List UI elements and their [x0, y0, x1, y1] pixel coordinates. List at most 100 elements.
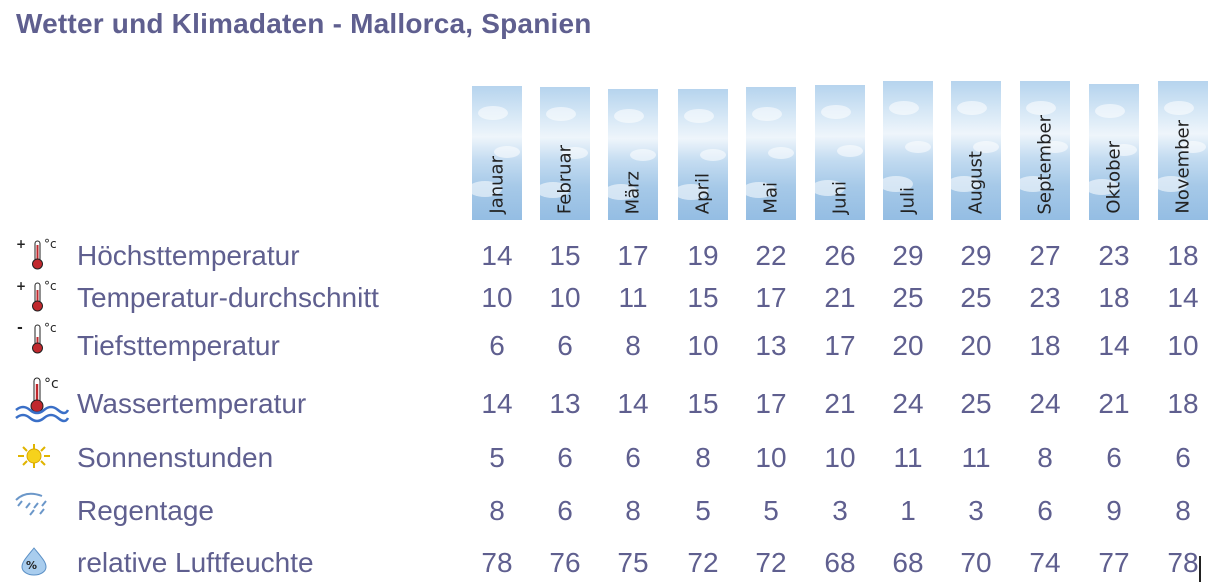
- table-cell: 11: [961, 442, 991, 473]
- table-cell: 23: [1029, 282, 1061, 313]
- table-cell: 8: [1037, 442, 1053, 473]
- table-cell: 6: [1106, 442, 1122, 473]
- month-label: September: [1034, 114, 1056, 215]
- table-cell: 10: [549, 282, 581, 313]
- humidity-icon: %: [21, 547, 47, 576]
- month-header: Juli: [883, 81, 933, 220]
- table-cell: 11: [893, 442, 923, 473]
- svg-text:°c: °c: [44, 279, 57, 293]
- rain-icon: [15, 492, 47, 516]
- table-cell: 13: [549, 388, 581, 419]
- table-cell: 3: [832, 495, 848, 526]
- svg-text:+: +: [16, 279, 26, 293]
- thermometer-min-icon: - °c: [17, 320, 57, 354]
- svg-text:°c: °c: [44, 376, 59, 392]
- table-cell: 29: [960, 240, 992, 271]
- month-header: August: [951, 81, 1001, 220]
- month-label: März: [622, 170, 644, 214]
- table-cell: 78: [481, 547, 513, 578]
- table-cell: 5: [695, 495, 711, 526]
- month-header: Mai: [746, 87, 796, 220]
- table-cell: 14: [481, 388, 513, 419]
- table-cell: 75: [617, 547, 649, 578]
- month-header: Januar: [472, 86, 522, 220]
- table-cell: 14: [1098, 330, 1130, 361]
- month-label: November: [1172, 120, 1194, 214]
- table-cell: 1: [900, 495, 916, 526]
- table-cell: 14: [1167, 282, 1199, 313]
- month-header: März: [608, 89, 658, 220]
- svg-text:%: %: [26, 559, 37, 572]
- row-label: Regentage: [77, 495, 215, 526]
- table-cell: 5: [489, 442, 505, 473]
- table-cell: 21: [824, 282, 856, 313]
- row-label: relative Luftfeuchte: [77, 547, 314, 578]
- table-cell: 8: [625, 495, 641, 526]
- table-cell: 18: [1167, 240, 1199, 271]
- row-label: Tiefsttemperatur: [77, 330, 280, 361]
- table-cell: 8: [489, 495, 505, 526]
- table-cell: 8: [625, 330, 641, 361]
- table-cell: 8: [695, 442, 711, 473]
- table-cell: 77: [1098, 547, 1130, 578]
- table-cell: 6: [625, 442, 641, 473]
- water-temperature-icon: °c: [15, 376, 70, 423]
- table-cell: 25: [960, 282, 992, 313]
- table-cell: 6: [557, 330, 573, 361]
- row-label: Höchsttemperatur: [77, 240, 300, 271]
- month-label: Januar: [486, 156, 508, 214]
- month-label: April: [692, 172, 714, 214]
- row-label: Wassertemperatur: [77, 388, 307, 419]
- table-cell: 6: [1175, 442, 1191, 473]
- table-cell: 72: [687, 547, 719, 578]
- month-label: Mai: [760, 182, 782, 214]
- table-cell: 27: [1029, 240, 1061, 271]
- month-header: Juni: [815, 85, 865, 220]
- table-cell: 6: [1037, 495, 1053, 526]
- text-cursor: [1199, 556, 1201, 582]
- table-cell: 14: [481, 240, 513, 271]
- table-cell: 3: [968, 495, 984, 526]
- table-cell: 6: [557, 442, 573, 473]
- table-cell: 8: [1175, 495, 1191, 526]
- table-cell: 29: [892, 240, 924, 271]
- svg-text:+: +: [16, 237, 26, 251]
- month-header: April: [678, 89, 728, 220]
- table-cell: 68: [824, 547, 856, 578]
- month-header: Oktober: [1089, 84, 1139, 220]
- month-header: November: [1158, 81, 1208, 220]
- table-cell: 15: [687, 282, 719, 313]
- table-cell: 25: [892, 282, 924, 313]
- table-cell: 19: [687, 240, 719, 271]
- svg-text:-: -: [17, 320, 23, 336]
- month-label: Juni: [829, 180, 851, 214]
- svg-text:°c: °c: [44, 237, 57, 251]
- table-cell: 74: [1029, 547, 1061, 578]
- table-cell: 20: [960, 330, 992, 361]
- table-cell: 6: [557, 495, 573, 526]
- table-cell: 10: [1167, 330, 1199, 361]
- table-cell: 26: [824, 240, 856, 271]
- table-cell: 9: [1106, 495, 1122, 526]
- table-cell: 18: [1167, 388, 1199, 419]
- table-cell: 17: [755, 388, 787, 419]
- table-cell: 76: [549, 547, 581, 578]
- table-cell: 17: [617, 240, 649, 271]
- thermometer-avg-icon: + °c: [16, 279, 57, 312]
- month-label: Oktober: [1103, 141, 1125, 214]
- month-header: Februar: [540, 87, 590, 220]
- table-cell: 13: [755, 330, 787, 361]
- table-cell: 10: [687, 330, 719, 361]
- table-cell: 10: [481, 282, 513, 313]
- svg-text:°c: °c: [44, 321, 57, 335]
- table-cell: 6: [489, 330, 505, 361]
- table-cell: 17: [824, 330, 856, 361]
- table-cell: 17: [755, 282, 787, 313]
- table-cell: 78: [1167, 547, 1199, 578]
- table-cell: 10: [755, 442, 787, 473]
- table-cell: 23: [1098, 240, 1130, 271]
- row-label: Sonnenstunden: [77, 442, 274, 473]
- table-cell: 21: [824, 388, 856, 419]
- table-cell: 20: [892, 330, 924, 361]
- table-cell: 5: [763, 495, 779, 526]
